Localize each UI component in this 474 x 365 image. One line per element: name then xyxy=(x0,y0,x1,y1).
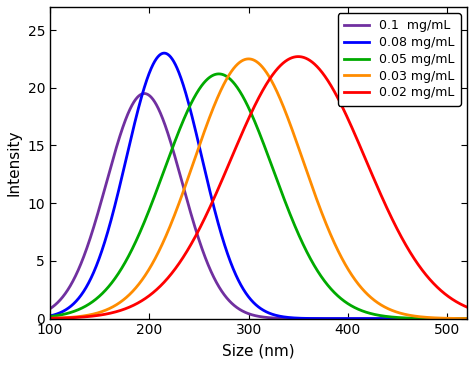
0.05 mg/mL xyxy=(68,310,74,315)
0.1  mg/mL xyxy=(250,313,256,317)
Y-axis label: Intensity: Intensity xyxy=(7,130,22,196)
0.05 mg/mL xyxy=(452,316,458,321)
0.08 mg/mL xyxy=(452,316,458,321)
0.05 mg/mL xyxy=(239,93,245,97)
0.05 mg/mL xyxy=(47,314,53,319)
0.1  mg/mL xyxy=(68,282,74,286)
0.08 mg/mL xyxy=(452,316,458,321)
0.05 mg/mL xyxy=(452,316,458,321)
0.05 mg/mL xyxy=(216,72,222,76)
0.02 mg/mL xyxy=(239,132,245,136)
0.02 mg/mL xyxy=(376,187,382,192)
0.03 mg/mL xyxy=(452,316,458,320)
0.02 mg/mL xyxy=(47,316,53,320)
0.1  mg/mL xyxy=(452,316,458,321)
0.1  mg/mL xyxy=(141,91,147,96)
Line: 0.08 mg/mL: 0.08 mg/mL xyxy=(50,53,467,319)
0.03 mg/mL xyxy=(464,316,470,321)
0.03 mg/mL xyxy=(250,58,256,62)
0.1  mg/mL xyxy=(452,316,458,321)
0.03 mg/mL xyxy=(239,59,245,63)
0.03 mg/mL xyxy=(68,315,74,319)
0.08 mg/mL xyxy=(250,300,256,304)
0.08 mg/mL xyxy=(68,304,74,308)
0.08 mg/mL xyxy=(376,316,382,321)
0.02 mg/mL xyxy=(250,108,255,112)
0.02 mg/mL xyxy=(452,299,458,303)
0.1  mg/mL xyxy=(239,308,245,313)
0.03 mg/mL xyxy=(376,301,382,306)
Line: 0.03 mg/mL: 0.03 mg/mL xyxy=(50,59,467,319)
0.1  mg/mL xyxy=(464,316,470,321)
0.03 mg/mL xyxy=(246,57,251,61)
0.02 mg/mL xyxy=(68,315,74,320)
0.05 mg/mL xyxy=(464,316,470,321)
0.02 mg/mL xyxy=(295,54,301,59)
Line: 0.1  mg/mL: 0.1 mg/mL xyxy=(50,93,467,319)
Line: 0.05 mg/mL: 0.05 mg/mL xyxy=(50,74,467,319)
X-axis label: Size (nm): Size (nm) xyxy=(222,343,295,358)
0.02 mg/mL xyxy=(452,299,458,303)
Line: 0.02 mg/mL: 0.02 mg/mL xyxy=(50,57,467,318)
0.1  mg/mL xyxy=(47,307,53,311)
0.08 mg/mL xyxy=(161,51,167,55)
0.03 mg/mL xyxy=(452,316,458,320)
0.05 mg/mL xyxy=(376,313,382,318)
0.08 mg/mL xyxy=(464,316,470,321)
0.1  mg/mL xyxy=(376,316,382,321)
0.08 mg/mL xyxy=(239,285,245,289)
0.05 mg/mL xyxy=(250,115,256,120)
Legend: 0.1  mg/mL, 0.08 mg/mL, 0.05 mg/mL, 0.03 mg/mL, 0.02 mg/mL: 0.1 mg/mL, 0.08 mg/mL, 0.05 mg/mL, 0.03 … xyxy=(338,13,461,106)
0.02 mg/mL xyxy=(464,305,470,309)
0.03 mg/mL xyxy=(47,316,53,320)
0.08 mg/mL xyxy=(47,314,53,318)
